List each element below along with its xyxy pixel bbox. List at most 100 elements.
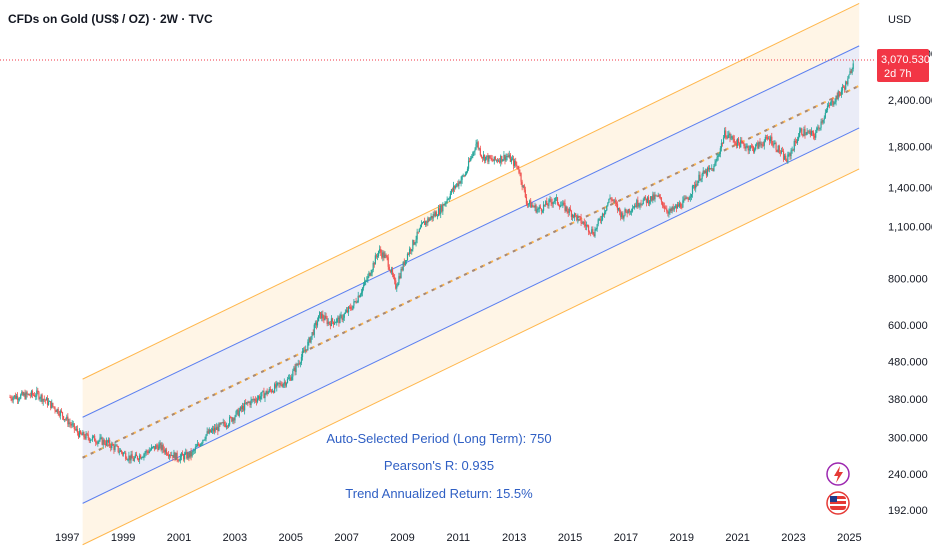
candle-body — [467, 160, 470, 169]
candle-body — [24, 393, 26, 399]
candle-body — [257, 396, 260, 399]
candle-body — [81, 433, 83, 436]
x-tick-label: 1997 — [55, 532, 79, 544]
candle-body — [139, 455, 141, 460]
candle-body — [763, 141, 765, 146]
candle-body — [69, 422, 71, 424]
candle-body — [596, 224, 598, 230]
candle-body — [769, 138, 771, 142]
candle-body — [126, 458, 128, 460]
candle-body — [785, 155, 787, 161]
candle-body — [219, 423, 221, 425]
candle-body — [703, 170, 705, 174]
candle-body — [661, 201, 664, 206]
candle-body — [90, 439, 93, 441]
candle-body — [777, 145, 779, 152]
candle-body — [450, 189, 453, 194]
candle-body — [810, 130, 813, 135]
candle-body — [181, 453, 184, 456]
candle-body — [595, 229, 597, 230]
candle-body — [582, 221, 584, 224]
candle-body — [178, 460, 180, 462]
candle-body — [622, 213, 624, 219]
candle-body — [744, 146, 746, 149]
candle-body — [289, 377, 291, 379]
candle-body — [724, 130, 726, 138]
candle-body — [491, 158, 493, 161]
candle-body — [541, 210, 544, 212]
candle-body — [357, 295, 359, 302]
candle-body — [264, 393, 266, 399]
candle-body — [340, 315, 342, 317]
candle-body — [841, 86, 844, 91]
candle-body — [712, 168, 714, 172]
candle-body — [362, 285, 365, 288]
lightning-icon[interactable] — [826, 462, 850, 486]
us-flag-icon[interactable] — [826, 491, 850, 515]
candle-body — [592, 229, 594, 235]
candle-body — [276, 382, 278, 388]
candle-body — [634, 205, 636, 208]
candle-body — [270, 390, 273, 393]
candle-body — [136, 456, 139, 460]
candle-body — [174, 452, 176, 461]
candle-body — [241, 406, 244, 410]
candle-body — [597, 219, 599, 225]
candle-body — [262, 390, 264, 392]
candle-body — [694, 185, 696, 189]
candle-body — [284, 382, 286, 386]
candle-body — [383, 252, 385, 258]
candle-body — [776, 149, 778, 152]
candle-body — [466, 168, 469, 172]
candle-body — [207, 431, 209, 434]
price-badge[interactable]: 3,070.530 2d 7h — [877, 49, 930, 82]
candle-body — [593, 234, 595, 237]
candle-body — [145, 450, 147, 454]
candle-body — [184, 454, 186, 460]
candle-body — [248, 402, 250, 403]
candle-body — [36, 390, 38, 397]
candle-body — [308, 337, 310, 342]
candle-body — [224, 424, 226, 427]
candle-body — [56, 408, 58, 413]
candle-body — [739, 142, 741, 148]
candle-body — [98, 440, 100, 442]
candle-body — [317, 315, 320, 322]
x-tick-label: 2007 — [334, 532, 358, 544]
candle-body — [585, 225, 588, 227]
candle-body — [786, 160, 788, 162]
candle-body — [398, 276, 400, 284]
candle-body — [725, 130, 727, 138]
candle-body — [436, 215, 439, 217]
candle-body — [788, 153, 790, 155]
candle-body — [239, 406, 241, 411]
candle-body — [115, 445, 117, 447]
candle-body — [255, 400, 258, 402]
candles — [9, 60, 854, 464]
candle-body — [406, 253, 409, 261]
candle-body — [521, 181, 523, 187]
candle-body — [388, 266, 390, 271]
candle-body — [370, 273, 372, 276]
candle-body — [649, 201, 651, 204]
candle-body — [814, 135, 816, 138]
candle-body — [679, 203, 681, 207]
candle-body — [358, 295, 360, 298]
candle-body — [319, 312, 321, 316]
candle-body — [575, 213, 577, 216]
candle-body — [850, 71, 852, 74]
candle-body — [840, 90, 843, 95]
candle-body — [371, 270, 373, 274]
candle-body — [384, 254, 386, 258]
chart-title: CFDs on Gold (US$ / OZ) · 2W · TVC — [8, 12, 213, 26]
candle-body — [310, 336, 312, 343]
candle-body — [576, 215, 578, 221]
candle-body — [835, 96, 837, 102]
candle-body — [215, 427, 217, 430]
candle-body — [247, 402, 249, 403]
candle-body — [266, 390, 268, 395]
candle-body — [10, 397, 12, 400]
candle-body — [223, 421, 225, 425]
candle-body — [817, 127, 819, 129]
